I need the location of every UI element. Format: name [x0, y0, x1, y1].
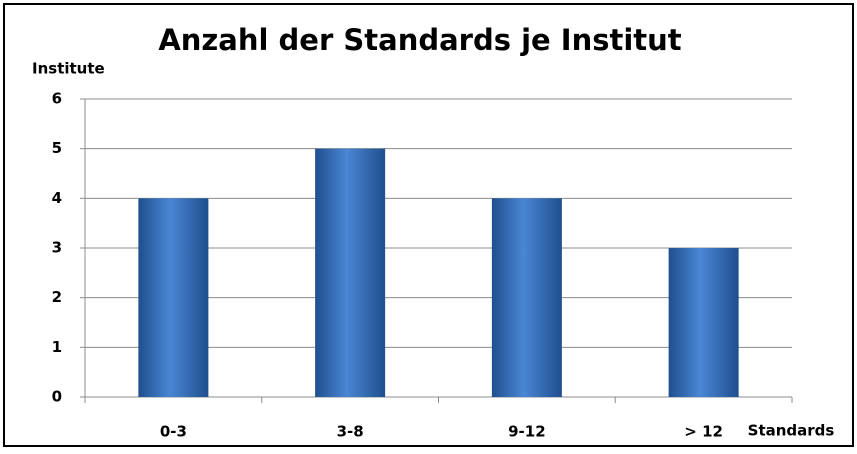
y-tick-label: 6 [52, 90, 62, 108]
y-tick-label: 0 [52, 388, 62, 406]
x-tick-label: 3-8 [337, 423, 364, 441]
chart-title: Anzahl der Standards je Institut [158, 23, 681, 57]
bar [491, 198, 562, 397]
bar [315, 148, 386, 397]
x-tick-label: 9-12 [508, 423, 546, 441]
y-tick-label: 5 [52, 139, 62, 157]
x-axis-label: Standards [748, 422, 835, 440]
y-tick-label: 2 [52, 288, 62, 306]
x-tick-label: 0-3 [160, 423, 187, 441]
bar [668, 248, 739, 397]
y-tick-label: 1 [52, 338, 62, 356]
y-tick-label: 4 [52, 189, 62, 207]
y-axis-label: Institute [32, 60, 105, 78]
x-tick-label: > 12 [684, 423, 723, 441]
y-tick-label: 3 [52, 239, 62, 257]
bar [138, 198, 209, 397]
